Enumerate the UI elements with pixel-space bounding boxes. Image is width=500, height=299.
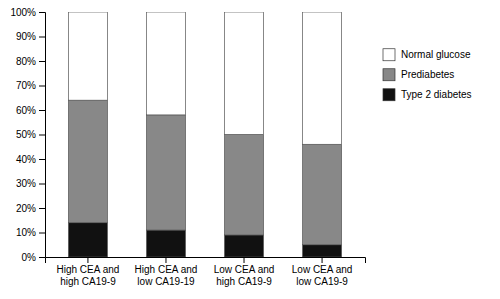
plot: 0% 10% 20% 30% 40% 50% 60% 70% 80% 90% 100% High CE… xyxy=(10,7,365,287)
bar xyxy=(225,235,264,257)
tick-label: 0% xyxy=(22,252,37,263)
bar xyxy=(303,12,342,144)
tick: 0% xyxy=(22,252,45,263)
bar xyxy=(303,144,342,244)
legend-item: Prediabetes xyxy=(383,69,454,81)
tick-label: 10% xyxy=(16,227,36,238)
tick: High CEA andlow CA19-19 xyxy=(135,257,198,287)
bar xyxy=(68,100,107,223)
tick: 20% xyxy=(16,203,45,214)
tick-label: 40% xyxy=(16,154,36,165)
tick-label: 100% xyxy=(10,7,36,18)
axis-line xyxy=(46,258,366,264)
tick-label: High CEA andhigh CA19-9 xyxy=(57,264,120,287)
tick: 100% xyxy=(10,7,45,18)
tick: 90% xyxy=(16,31,45,42)
tick-label: Low CEA andlow CA19-9 xyxy=(292,264,353,287)
bar xyxy=(225,135,264,235)
legend-item: Normal glucose xyxy=(383,49,471,61)
legend: Normal glucose Prediabetes Type 2 diabetes xyxy=(383,49,472,101)
chart: 0% 10% 20% 30% 40% 50% 60% 70% 80% 90% 100% High CE… xyxy=(0,0,500,299)
tick-label: 30% xyxy=(16,178,36,189)
bar xyxy=(68,223,107,257)
tick-mark xyxy=(39,135,45,136)
tick: 60% xyxy=(16,105,45,116)
x-axis: High CEA andhigh CA19-9 High CEA andlow C… xyxy=(46,257,366,287)
tick-mark xyxy=(322,257,323,263)
tick-label: 20% xyxy=(16,203,36,214)
tick-mark xyxy=(39,184,45,185)
tick: Low CEA andhigh CA19-9 xyxy=(214,257,275,287)
series xyxy=(68,12,341,144)
tick-mark xyxy=(39,86,45,87)
tick: Low CEA andlow CA19-9 xyxy=(292,257,353,287)
tick-label: 90% xyxy=(16,31,36,42)
tick: 50% xyxy=(16,129,45,140)
tick-mark xyxy=(244,257,245,263)
series xyxy=(68,100,341,245)
tick-mark xyxy=(39,233,45,234)
legend-label: Normal glucose xyxy=(401,49,471,60)
tick-label: 60% xyxy=(16,105,36,116)
tick-mark xyxy=(39,159,45,160)
tick: 80% xyxy=(16,56,45,67)
tick-mark xyxy=(87,257,88,263)
tick-mark xyxy=(39,61,45,62)
tick: 30% xyxy=(16,178,45,189)
legend-swatch xyxy=(383,89,395,101)
bars xyxy=(68,12,341,257)
legend-label: Type 2 diabetes xyxy=(401,89,472,100)
tick: 10% xyxy=(16,227,45,238)
tick-label: 70% xyxy=(16,80,36,91)
tick: 40% xyxy=(16,154,45,165)
tick-label: 80% xyxy=(16,56,36,67)
legend-item: Type 2 diabetes xyxy=(383,89,472,101)
tick-label: 50% xyxy=(16,129,36,140)
tick-mark xyxy=(39,257,45,258)
bar xyxy=(146,12,185,115)
legend-label: Prediabetes xyxy=(401,69,454,80)
tick-mark xyxy=(39,12,45,13)
tick-mark xyxy=(39,37,45,38)
tick-mark xyxy=(165,257,166,263)
bar xyxy=(303,245,342,257)
y-axis: 0% 10% 20% 30% 40% 50% 60% 70% 80% 90% 100% xyxy=(10,7,45,263)
legend-swatch xyxy=(383,49,395,61)
tick: 70% xyxy=(16,80,45,91)
tick-mark xyxy=(39,110,45,111)
bar xyxy=(146,115,185,230)
tick: High CEA andhigh CA19-9 xyxy=(57,257,120,287)
bar xyxy=(146,230,185,257)
bar xyxy=(68,12,107,100)
axis-line xyxy=(39,13,46,258)
tick-label: Low CEA andhigh CA19-9 xyxy=(214,264,275,287)
bar xyxy=(225,12,264,135)
legend-swatch xyxy=(383,69,395,81)
tick-mark xyxy=(39,208,45,209)
tick-label: High CEA andlow CA19-19 xyxy=(135,264,198,287)
series xyxy=(68,223,341,257)
